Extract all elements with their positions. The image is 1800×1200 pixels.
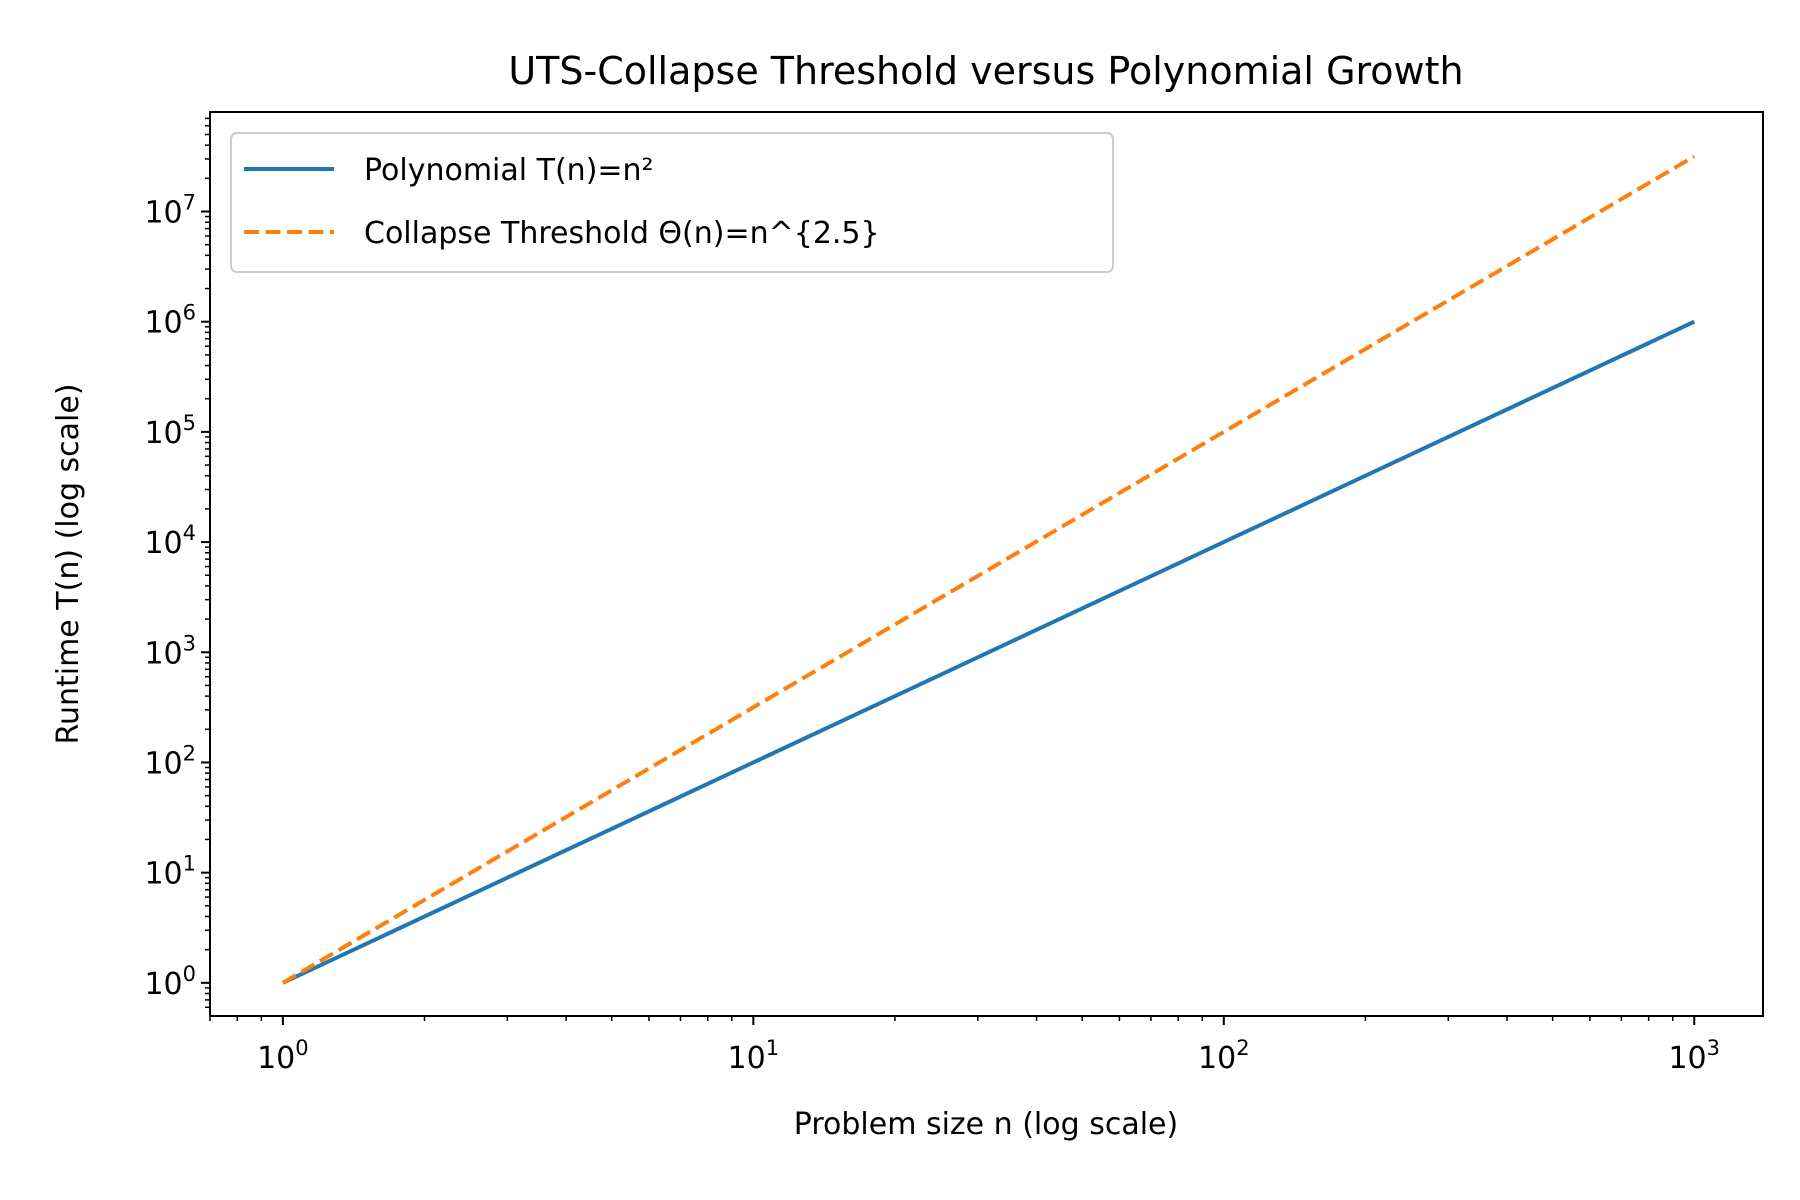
y-tick-label: 106	[144, 301, 196, 341]
y-tick-label: 101	[144, 852, 196, 892]
series-line-0	[282, 319, 1696, 985]
series-layer	[281, 154, 1696, 985]
ticks-layer: 100 101 102 103 100 101 102 103 104 105 106 107	[144, 117, 1720, 1076]
y-axis-label: Runtime T(n) (log scale)	[51, 383, 86, 744]
legend-box	[230, 132, 1114, 273]
x-tick-label: 100	[257, 1036, 309, 1076]
legend-entry-polynomial: Polynomial T(n)=n²	[364, 153, 654, 188]
y-tick-label: 102	[144, 741, 196, 781]
y-tick-label: 104	[144, 521, 196, 561]
series-line-1	[281, 154, 1696, 985]
y-tick-label: 105	[144, 411, 196, 451]
legend: Polynomial T(n)=n² Collapse Threshold Θ(…	[230, 132, 1114, 273]
chart-title: UTS-Collapse Threshold versus Polynomial…	[508, 49, 1463, 93]
x-axis-label: Problem size n (log scale)	[794, 1107, 1178, 1142]
y-tick-label: 103	[144, 631, 196, 671]
y-tick-label: 107	[144, 191, 196, 231]
legend-entry-collapse-threshold: Collapse Threshold Θ(n)=n^{2.5}	[364, 216, 880, 251]
x-tick-label: 101	[728, 1036, 780, 1076]
x-tick-label: 102	[1198, 1036, 1250, 1076]
y-tick-label: 100	[144, 962, 196, 1002]
plot-frame	[209, 111, 1764, 1017]
x-tick-label: 103	[1668, 1036, 1720, 1076]
